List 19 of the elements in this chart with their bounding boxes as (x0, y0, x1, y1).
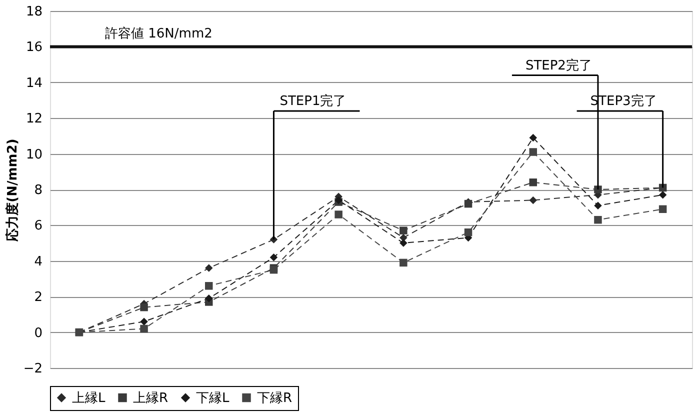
y-tick-label: 6 (34, 218, 42, 234)
y-tick-label: 14 (26, 76, 42, 91)
y-tick-label: 8 (34, 183, 42, 198)
y-tick-label: 4 (34, 254, 42, 270)
legend-label: 下縁R (257, 390, 292, 406)
legend-label: 上縁L (72, 390, 106, 406)
annotation: STEP1完了 (280, 92, 346, 109)
y-tick-label: 16 (26, 40, 42, 56)
y-tick-label: 12 (26, 112, 42, 127)
legend-label: 上縁R (133, 390, 168, 406)
y-tick-label: 10 (26, 147, 42, 162)
y-tick-label: 2 (34, 290, 42, 306)
y-axis-title: 応力度(N/mm2) (4, 138, 20, 242)
y-tick-label: −2 (23, 362, 42, 376)
y-tick-label: 18 (26, 4, 42, 20)
ref-line-label: 許容値 16N/mm2 (105, 26, 212, 42)
y-tick-label: 0 (34, 326, 42, 341)
legend-label: 下縁L (196, 390, 230, 406)
annotation: STEP2完了 (525, 57, 592, 74)
